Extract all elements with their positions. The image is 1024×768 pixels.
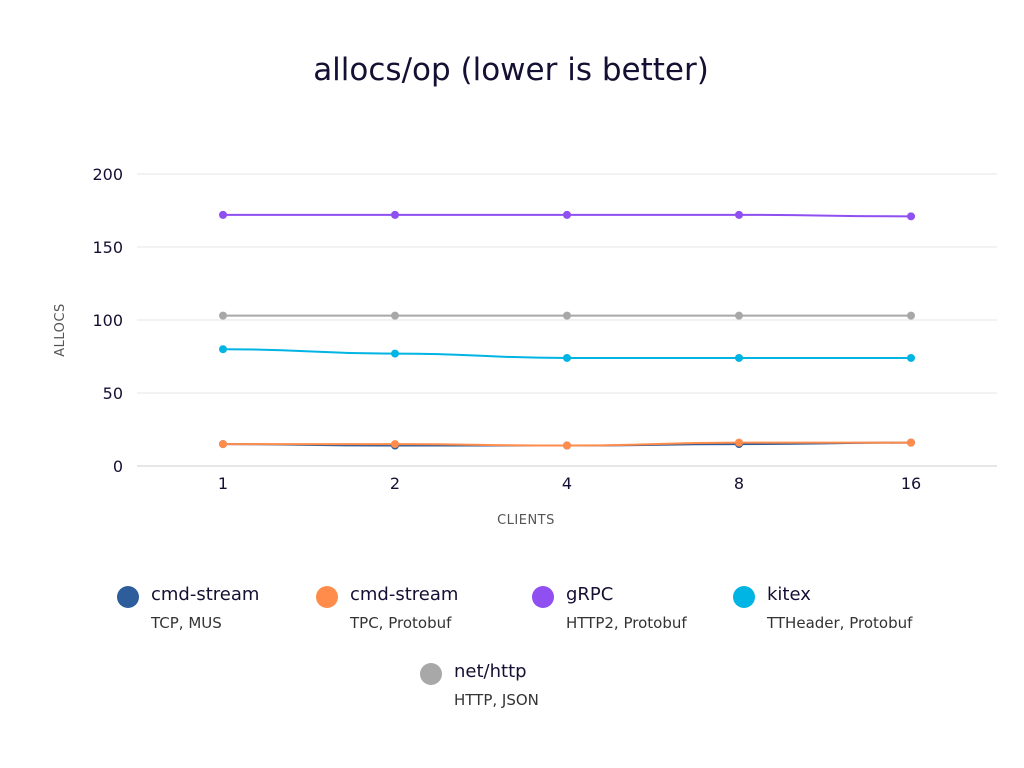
series-3: [219, 345, 915, 362]
data-point: [907, 438, 915, 447]
y-tick-label: 50: [103, 384, 123, 403]
data-point: [735, 353, 743, 362]
y-tick-label: 0: [113, 457, 123, 476]
series-4: [219, 311, 915, 320]
y-tick-label: 150: [92, 238, 123, 257]
data-point: [219, 345, 227, 354]
data-point: [563, 311, 571, 320]
series-2: [219, 210, 915, 221]
x-tick-label: 4: [562, 474, 572, 493]
data-point: [391, 210, 399, 219]
y-tick-label: 200: [92, 165, 123, 184]
x-tick-label: 16: [901, 474, 921, 493]
data-point: [563, 210, 571, 219]
data-point: [219, 311, 227, 320]
x-tick-label: 1: [218, 474, 228, 493]
data-point: [907, 311, 915, 320]
y-axis: 0 50 100 150 200: [92, 165, 123, 476]
data-point: [391, 440, 399, 449]
data-point: [735, 210, 743, 219]
series-1: [219, 438, 915, 450]
data-point: [907, 212, 915, 221]
chart-title: allocs/op (lower is better): [313, 52, 709, 88]
x-tick-label: 8: [734, 474, 744, 493]
x-axis: 1 2 4 8 16: [218, 474, 921, 493]
series-group: [219, 210, 915, 450]
x-tick-label: 2: [390, 474, 400, 493]
data-point: [219, 440, 227, 449]
x-axis-label: CLIENTS: [497, 513, 555, 528]
grid: [137, 173, 997, 467]
data-point: [391, 311, 399, 320]
data-point: [219, 210, 227, 219]
data-point: [563, 441, 571, 450]
y-tick-label: 100: [92, 311, 123, 330]
data-point: [735, 438, 743, 447]
data-point: [391, 349, 399, 358]
data-point: [907, 353, 915, 362]
data-point: [563, 353, 571, 362]
data-point: [735, 311, 743, 320]
y-axis-label: ALLOCS: [53, 303, 68, 356]
